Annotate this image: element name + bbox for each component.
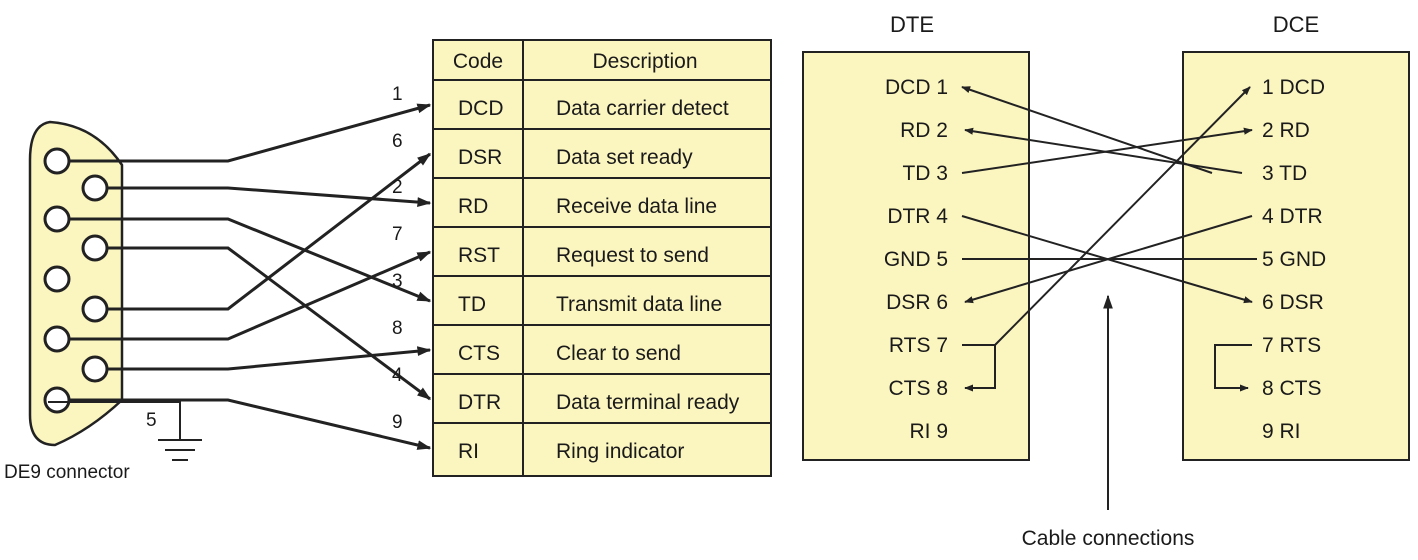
ground-pin-number: 5: [146, 410, 157, 431]
table-rows: DCD Data carrier detect DSR Data set rea…: [458, 97, 740, 463]
wire-number: 3: [392, 271, 403, 292]
connector-pin: [43, 205, 71, 233]
row-description: Receive data line: [556, 195, 717, 218]
dte-pin-label: TD 3: [902, 162, 948, 185]
row-description: Request to send: [556, 244, 709, 267]
table-row: TD Transmit data line: [458, 293, 722, 316]
row-code: RST: [458, 244, 500, 267]
cable-line-td: [961, 127, 1253, 174]
table-row: RST Request to send: [458, 244, 709, 267]
cable-lines: [961, 86, 1257, 392]
dce-pin-label: 5 GND: [1262, 248, 1326, 271]
table-row: DCD Data carrier detect: [458, 97, 729, 120]
row-code: DCD: [458, 97, 504, 120]
connector-shell: [28, 120, 124, 447]
row-code: RD: [458, 195, 488, 218]
connector-wire: [107, 346, 432, 371]
row-code: CTS: [458, 342, 500, 365]
connector-pin: [81, 355, 109, 383]
wire-number: 6: [392, 131, 403, 152]
wire-numbers: 1 6 2 7 3 8 4 9: [392, 84, 403, 433]
connector-wire: [69, 250, 432, 341]
table-row: CTS Clear to send: [458, 342, 681, 365]
wire-number: 9: [392, 412, 403, 433]
dce-pin-label: 6 DSR: [1262, 291, 1324, 314]
cable-line-dsr: [964, 215, 1253, 304]
dce-title: DCE: [1273, 12, 1319, 37]
connector-wire: [107, 246, 432, 401]
dce-pin-label: 4 DTR: [1262, 205, 1323, 228]
row-description: Transmit data line: [556, 293, 722, 316]
table-row-lines: [433, 79, 771, 424]
cable-line-dcd: [961, 86, 1213, 174]
dte-pin-label: DTR 4: [887, 205, 948, 228]
connector-pin: [81, 174, 109, 202]
cable-line-rts: [994, 86, 1251, 346]
row-description: Data set ready: [556, 146, 693, 169]
row-code: RI: [458, 440, 479, 463]
dce-pin-label: 1 DCD: [1262, 76, 1325, 99]
connector-wires: [69, 103, 432, 450]
table-frame: [432, 39, 772, 477]
dte-pin-label: RD 2: [900, 119, 948, 142]
dce-pin-label: 9 RI: [1262, 420, 1301, 443]
connector-pin: [43, 325, 71, 353]
table-row: RI Ring indicator: [458, 440, 684, 463]
connector-pin: [81, 234, 109, 262]
dce-pin-label: 7 RTS: [1262, 334, 1321, 357]
connector-label: DE9 connector: [4, 462, 130, 483]
dce-pin-label: 3 TD: [1262, 162, 1307, 185]
connector-wire: [107, 186, 432, 207]
row-description: Data carrier detect: [556, 97, 729, 120]
dte-pin-label: GND 5: [884, 248, 948, 271]
row-code: DTR: [458, 391, 501, 414]
wire-number: 7: [392, 224, 403, 245]
connector-wire: [69, 217, 432, 303]
connector-pin: [43, 147, 71, 175]
dte-title: DTE: [890, 12, 934, 37]
loopback-dce: [1214, 344, 1252, 392]
dte-pin-label: DCD 1: [885, 76, 948, 99]
row-code: TD: [458, 293, 486, 316]
table-row: DSR Data set ready: [458, 146, 693, 169]
connector-wire: [69, 398, 432, 450]
row-code: DSR: [458, 146, 502, 169]
row-description: Data terminal ready: [556, 391, 740, 414]
table-header-description: Description: [592, 50, 697, 73]
wire-number: 8: [392, 318, 403, 339]
connector-pin: [43, 386, 71, 414]
dce-pins: 1 DCD 2 RD 3 TD 4 DTR 5 GND 6 DSR 7 RTS …: [1262, 76, 1326, 443]
ground-icon: [48, 401, 202, 461]
dte-pin-label: RTS 7: [889, 334, 948, 357]
dte-pins: DCD 1 RD 2 TD 3 DTR 4 GND 5 DSR 6 RTS 7 …: [884, 76, 948, 443]
dce-pin-label: 8 CTS: [1262, 377, 1322, 400]
loopback-dte: [962, 344, 996, 392]
connector-wire: [69, 103, 432, 163]
table-header-code: Code: [453, 50, 503, 73]
dte-pin-label: DSR 6: [886, 291, 948, 314]
de9-connector: [28, 120, 124, 447]
dte-pin-label: RI 9: [909, 420, 948, 443]
dte-pin-label: CTS 8: [888, 377, 948, 400]
wire-number: 2: [392, 177, 403, 198]
table-row: RD Receive data line: [458, 195, 717, 218]
signal-table: Code Description DCD Data carrier detect…: [432, 39, 772, 477]
row-description: Ring indicator: [556, 440, 684, 463]
dce-box: [1182, 51, 1410, 461]
connector-pin: [81, 295, 109, 323]
wire-number: 1: [392, 84, 403, 105]
row-description: Clear to send: [556, 342, 681, 365]
connector-wire: [107, 152, 432, 311]
table-row: DTR Data terminal ready: [458, 391, 740, 414]
connector-pin: [43, 265, 71, 293]
dte-box: [802, 51, 1030, 461]
dce-pin-label: 2 RD: [1262, 119, 1310, 142]
cable-connections-label: Cable connections: [1022, 527, 1195, 550]
wire-number: 4: [392, 365, 403, 386]
